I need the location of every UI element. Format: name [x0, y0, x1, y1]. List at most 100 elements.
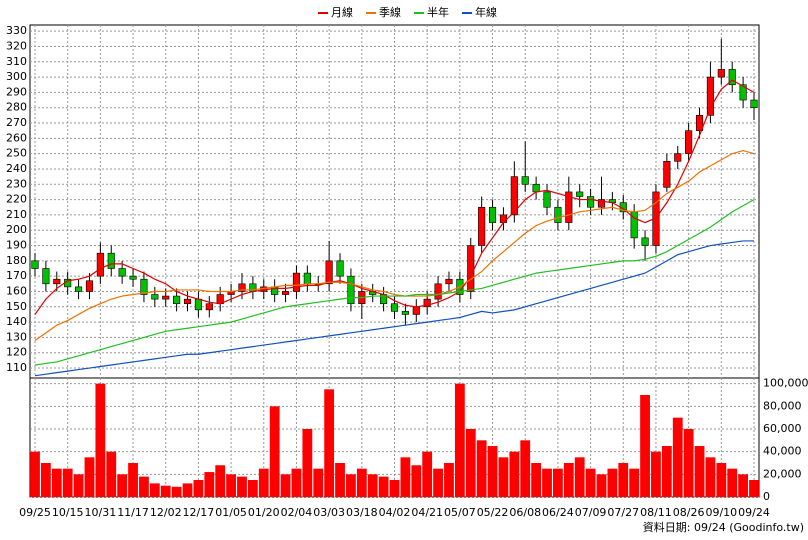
legend-label: 年線	[475, 5, 497, 19]
volume-bar	[498, 457, 509, 497]
y-tick-label: 250	[6, 147, 27, 160]
x-tick-label: 05/22	[477, 506, 509, 519]
candle-body	[42, 268, 50, 285]
y-tick-label: 130	[6, 330, 27, 343]
volume-bar	[411, 465, 422, 497]
x-tick-label: 03/18	[346, 506, 378, 519]
volume-bar	[117, 474, 128, 497]
candle-body	[499, 214, 508, 223]
x-tick-label: 02/04	[281, 506, 313, 519]
volume-bar	[400, 457, 411, 497]
source-note: 資料日期: 09/24 (Goodinfo.tw)	[643, 520, 804, 534]
volume-bar	[84, 457, 95, 497]
y-tick-label: 180	[6, 254, 27, 267]
legend-label: 季線	[379, 5, 401, 19]
volume-bar	[531, 463, 542, 497]
volume-bar	[302, 429, 313, 497]
candle-body	[183, 298, 192, 305]
volume-bar	[465, 429, 476, 497]
x-tick-label: 04/21	[411, 506, 443, 519]
x-tick-label: 08/11	[640, 506, 672, 519]
candle-body	[685, 130, 693, 154]
legend-label: 月線	[331, 5, 353, 19]
volume-bar	[433, 468, 443, 497]
volume-bar	[313, 468, 324, 497]
candle-body	[510, 176, 518, 216]
y-tick-label: 240	[6, 162, 27, 175]
x-tick-label: 01/05	[215, 506, 247, 519]
moving-average-line	[34, 79, 755, 315]
volume-bar	[607, 468, 618, 497]
candle-body	[173, 295, 181, 305]
volume-bar	[226, 474, 236, 497]
y-tick-label: 210	[6, 208, 27, 221]
x-tick-label: 04/02	[379, 506, 411, 519]
y-tick-label: 310	[6, 55, 27, 68]
volume-bar	[585, 468, 596, 497]
volume-bar	[553, 468, 563, 497]
volume-bar	[705, 457, 716, 497]
volume-bar	[62, 468, 73, 497]
volume-bar	[378, 476, 389, 497]
y-tick-label: 20,000	[763, 467, 802, 480]
volume-bar	[95, 383, 106, 497]
volume-bar	[356, 468, 367, 497]
x-tick-label: 10/15	[52, 506, 84, 519]
y-tick-label: 40,000	[763, 445, 802, 458]
y-tick-label: 200	[6, 223, 27, 236]
volume-bar	[367, 474, 378, 497]
volume-bar	[193, 480, 204, 497]
x-tick-label: 06/24	[542, 506, 574, 519]
x-tick-label: 07/27	[607, 506, 639, 519]
y-tick-label: 280	[6, 101, 27, 114]
volume-bar	[683, 429, 694, 497]
volume-bar	[40, 463, 51, 497]
volume-bar	[454, 383, 465, 497]
candle-body	[641, 237, 649, 246]
volume-bar	[520, 440, 531, 497]
candle-body	[445, 278, 453, 285]
y-tick-label: 0	[763, 490, 770, 503]
candle-body	[390, 303, 399, 312]
volume-bar	[651, 451, 661, 497]
candle-body	[478, 206, 486, 246]
volume-bar	[727, 468, 738, 497]
candle-body	[140, 278, 148, 295]
candle-body	[695, 115, 704, 131]
volume-bar	[204, 472, 215, 497]
candle-body	[663, 160, 671, 188]
candle-body	[347, 275, 355, 305]
candle-body	[325, 260, 333, 285]
y-tick-label: 230	[6, 177, 27, 190]
volume-bar	[280, 474, 291, 497]
candle-body	[728, 69, 736, 86]
volume-bar	[139, 476, 149, 497]
volume-bar	[749, 480, 759, 497]
candle-body	[151, 294, 159, 300]
y-tick-label: 110	[6, 361, 27, 374]
y-tick-label: 220	[6, 193, 27, 206]
y-tick-label: 160	[6, 284, 27, 297]
moving-average-line	[34, 199, 755, 366]
volume-bar	[258, 468, 269, 497]
candle-body	[162, 295, 170, 300]
candle-body	[31, 260, 39, 269]
volume-bar	[346, 474, 356, 497]
x-tick-label: 09/10	[705, 506, 737, 519]
candle-body	[85, 280, 94, 292]
candle-body	[96, 252, 104, 277]
candle-body	[565, 191, 573, 223]
candle-body	[587, 196, 595, 208]
y-tick-label: 140	[6, 315, 27, 328]
volume-bar	[389, 480, 400, 497]
x-tick-label: 09/25	[19, 506, 51, 519]
volume-bar	[738, 474, 749, 497]
volume-bar	[640, 395, 650, 497]
volume-bar	[30, 451, 40, 497]
y-tick-label: 300	[6, 70, 27, 83]
candle-body	[488, 206, 497, 223]
candle-body	[554, 206, 562, 223]
candle-body	[717, 69, 725, 78]
y-tick-label: 190	[6, 239, 27, 252]
